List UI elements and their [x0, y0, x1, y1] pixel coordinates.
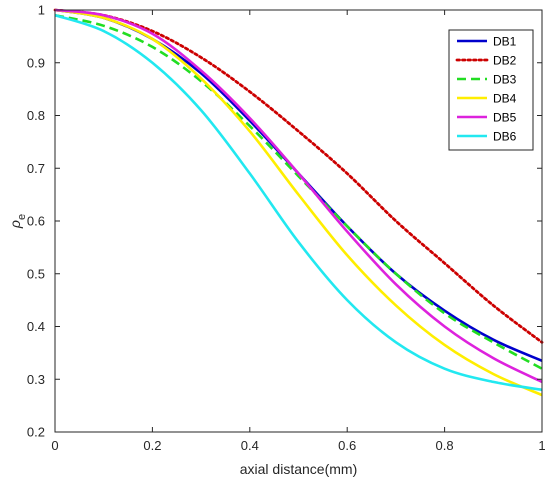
legend-label-db2: DB2 — [493, 54, 517, 68]
legend-box — [448, 29, 534, 151]
x-tick-label: 0.4 — [241, 438, 259, 453]
legend: DB1 DB2 DB3 DB4 DB5 DB6 — [448, 29, 534, 151]
y-axis-label: ρe — [7, 214, 28, 229]
series-line-db4 — [54, 8, 543, 397]
series-line-db3 — [54, 13, 543, 370]
y-tick-label: 0.3 — [27, 372, 45, 387]
y-axis-label-base: ρ — [7, 220, 23, 229]
series-line-db2 — [53, 8, 544, 344]
y-tick-label: 0.5 — [27, 266, 45, 281]
legend-label-db3: DB3 — [493, 73, 517, 87]
legend-label-db4: DB4 — [493, 92, 517, 106]
x-tick-label: 0.6 — [338, 438, 356, 453]
y-tick-label: 0.7 — [27, 161, 45, 176]
legend-label-db5: DB5 — [493, 111, 517, 125]
y-tick-label: 0.9 — [27, 55, 45, 70]
x-tick-label: 0 — [51, 438, 58, 453]
x-tick-label: 0.2 — [143, 438, 161, 453]
series-line-db6 — [54, 14, 543, 392]
y-tick-label: 0.4 — [27, 319, 45, 334]
x-tick-label: 0.8 — [436, 438, 454, 453]
y-tick-label: 0.6 — [27, 214, 45, 229]
legend-label-db6: DB6 — [493, 130, 517, 144]
y-tick-label: 1 — [38, 3, 45, 18]
y-axis-label-sub: e — [16, 214, 28, 220]
y-tick-label: 0.8 — [27, 108, 45, 123]
series-line-db5 — [54, 8, 543, 384]
legend-label-db1: DB1 — [493, 35, 517, 49]
tick-layer: 0 0.2 0.4 0.6 0.8 1 0.2 0.3 0.4 0.5 0.6 0.7 0.8 0.9 1 — [27, 3, 546, 454]
series-layer — [53, 8, 544, 397]
y-tick-label: 0.2 — [27, 425, 45, 440]
x-axis-label: axial distance(mm) — [240, 461, 357, 477]
x-tick-label: 1 — [538, 438, 545, 453]
